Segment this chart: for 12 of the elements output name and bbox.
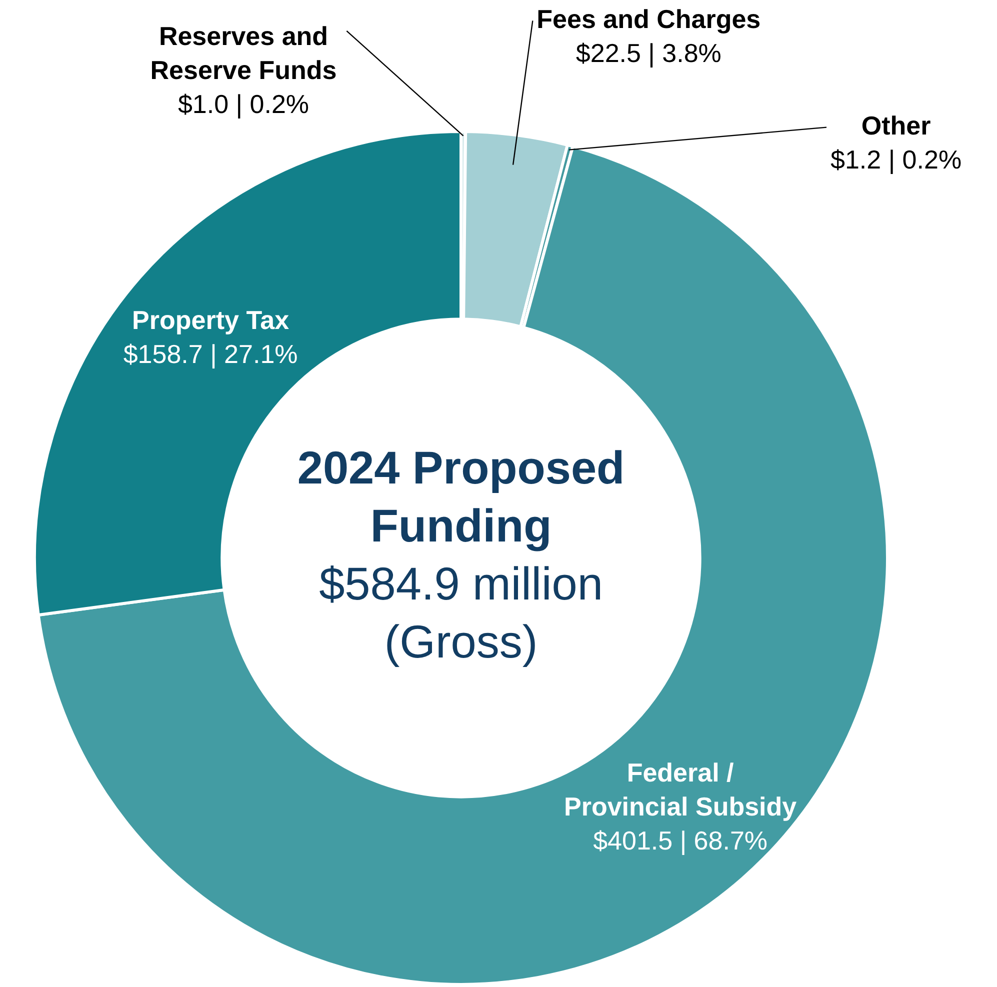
slice-label: Other — [861, 110, 931, 140]
data-label: $1.0 | 0.2% — [178, 88, 310, 119]
data-label: $22.5 | 3.8% — [576, 38, 722, 68]
text: $584.9 million (Gross) — [319, 558, 603, 668]
slice-label: Federal / Provincial Subsidy — [564, 757, 798, 822]
data-label: $401.5 | 68.7% — [593, 825, 768, 856]
slice-label: Fees and Charges — [536, 4, 761, 34]
data-label: $158.7 | 27.1% — [123, 339, 298, 370]
data-label: $1.2 | 0.2% — [830, 144, 962, 174]
slice-label: Property Tax — [132, 305, 290, 336]
text: 2024 Proposed Funding — [297, 442, 625, 552]
slice-label: Reserves and Reserve Funds — [150, 20, 337, 85]
